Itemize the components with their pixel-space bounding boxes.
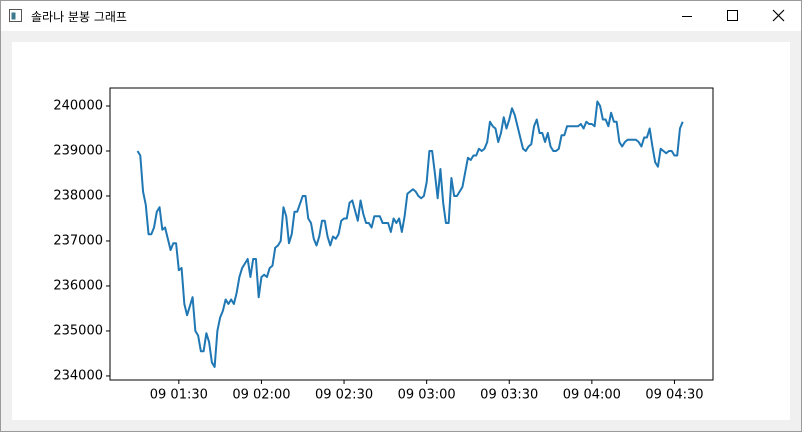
price-line xyxy=(136,100,684,368)
plot-panel: 234000 235000 236000 237000 238000 239000 2400… xyxy=(12,42,790,420)
minimize-button[interactable] xyxy=(663,1,709,31)
axes-frame xyxy=(109,87,714,381)
maximize-button[interactable] xyxy=(709,1,755,31)
x-tick-label: 09 04:30 xyxy=(645,388,703,403)
chart: 234000 235000 236000 237000 238000 239000 2400… xyxy=(53,87,714,403)
y-tick-label: 234000 xyxy=(53,368,103,383)
y-tick-label: 237000 xyxy=(53,233,103,248)
x-tick-label: 09 03:00 xyxy=(398,388,456,403)
y-tick-label: 235000 xyxy=(53,323,103,338)
x-tick-label: 09 01:30 xyxy=(150,388,208,403)
app-icon xyxy=(9,9,22,22)
y-tick-label: 240000 xyxy=(53,98,103,113)
y-tick-label: 236000 xyxy=(53,278,103,293)
x-tick-label: 09 02:30 xyxy=(315,388,373,403)
x-tick-label: 09 02:00 xyxy=(232,388,290,403)
y-tick-label: 239000 xyxy=(53,143,103,158)
title-bar: 솔라나 분봉 그래프 xyxy=(1,1,801,31)
y-tick-label: 238000 xyxy=(53,188,103,203)
window-title: 솔라나 분봉 그래프 xyxy=(31,10,127,24)
x-tick-label: 09 03:30 xyxy=(480,388,538,403)
close-button[interactable] xyxy=(755,1,801,31)
x-tick-label: 09 04:00 xyxy=(563,388,621,403)
